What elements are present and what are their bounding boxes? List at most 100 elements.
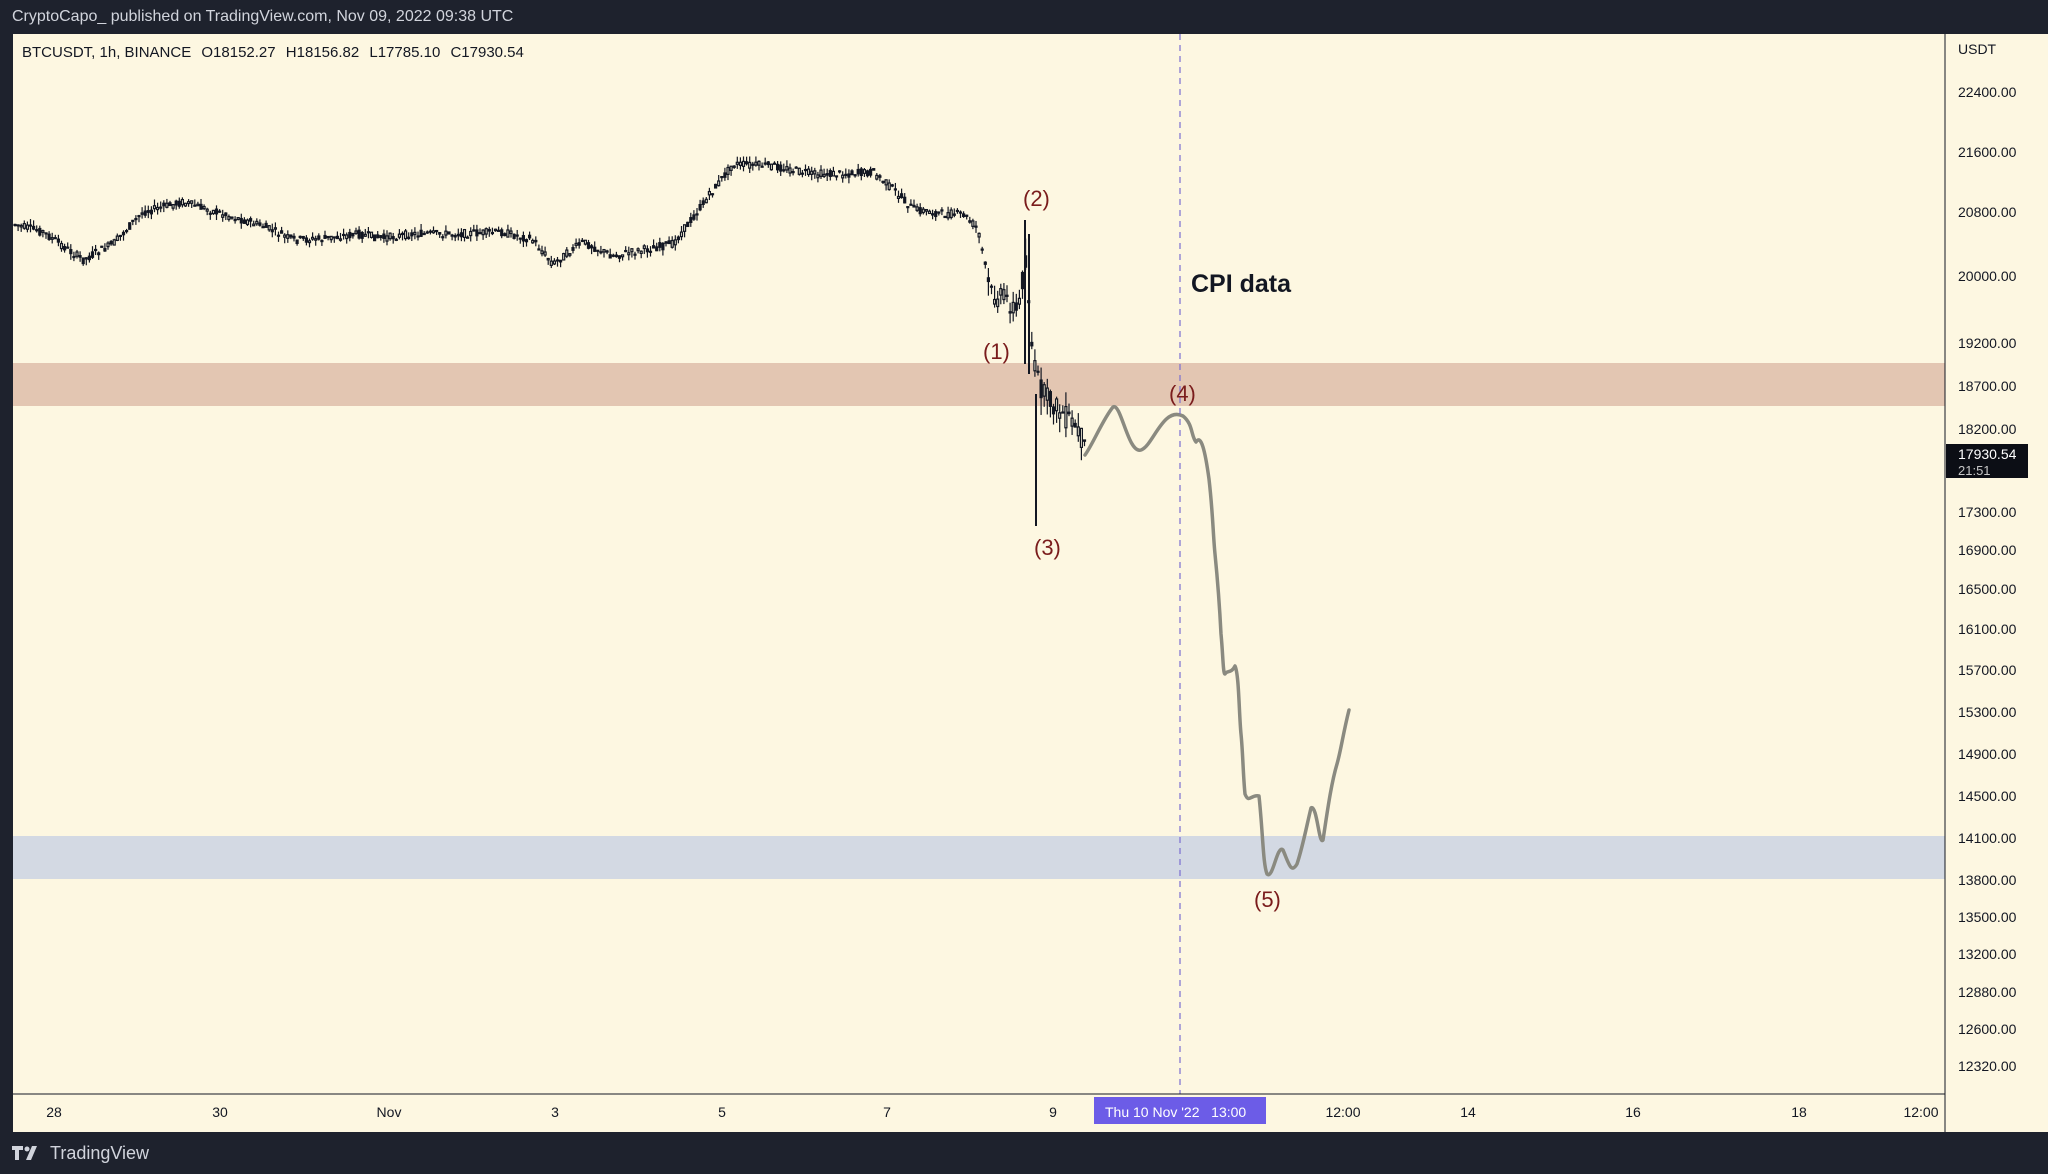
candle-body [180,198,184,206]
candle-body [255,220,259,225]
candle-body [199,203,203,210]
candle-body [577,242,581,246]
candlestick-series [13,156,1087,526]
candle-body [937,211,941,214]
candle-body [112,239,116,246]
candle-body [121,231,126,236]
candle-body [205,208,209,212]
price-chart[interactable]: (1) (2) (3) (4) (5) CPI data 22400.00 216… [13,34,2048,1132]
candle-body [304,237,308,243]
candle-body [617,255,622,259]
candle-body [493,228,498,232]
candle-body [571,247,575,251]
candle-body [506,229,510,238]
candle-body [53,237,57,240]
candle-body [329,235,333,241]
candle-body [311,236,315,240]
current-price-badge [1946,444,2028,478]
candle-body [168,202,172,207]
candle-body [373,234,377,242]
candle-body [589,245,594,249]
chart-area[interactable]: (1) (2) (3) (4) (5) CPI data 22400.00 216… [13,34,2048,1132]
candle-body [400,232,405,236]
candle-body [252,223,256,227]
candle-body [32,225,36,230]
candle-body [670,239,674,248]
symbol-legend[interactable]: BTCUSDT, 1h, BINANCE O18152.27 H18156.82… [22,44,530,61]
candle-body [906,206,910,209]
candle-body [369,231,374,238]
price-tick-label: 16500.00 [1958,581,2017,597]
candle-body [549,260,553,266]
candle-body [946,212,950,219]
candle-body [131,219,135,222]
candle-body [580,239,584,242]
candle-body [13,223,17,227]
price-tick-label: 18200.00 [1958,421,2017,437]
candle-body [872,168,876,171]
candle-body [118,234,123,238]
candle-body [233,218,237,222]
tradingview-brand[interactable]: TradingView [12,1132,149,1174]
candle-body [810,170,814,175]
candle-body [611,254,615,257]
candle-body [335,235,339,240]
candle-body [627,252,631,256]
price-scale[interactable]: 22400.00 21600.00 20800.00 20000.00 19200.00… [1958,84,2017,1074]
candle-body [614,254,619,258]
candle-body [775,163,780,171]
candle-body [884,179,888,186]
candle-body [472,229,476,232]
candle-body [989,285,994,288]
time-tick-label: 28 [46,1104,62,1120]
time-tick-label: Nov [377,1104,402,1120]
candle-body [899,193,904,199]
candle-body [490,231,494,235]
support-zone [13,836,1945,879]
candle-body [788,167,792,174]
candle-body [171,203,175,209]
price-tick-label: 13800.00 [1958,872,2017,888]
candle-body [710,193,715,196]
candle-body [66,246,70,249]
candle-body [986,277,991,283]
time-scale[interactable]: 28 30 Nov 3 5 7 9 12:00 14 16 18 12:00 [46,1104,1939,1120]
candle-body [794,166,798,169]
price-tick-label: 12600.00 [1958,1021,2017,1037]
candle-body [921,208,925,214]
candle-body [645,248,650,253]
candle-body [692,214,696,220]
candle-body [540,250,544,255]
candle-body [955,209,960,213]
candle-body [75,251,79,257]
candle-body [865,170,870,177]
candle-body [466,236,470,239]
candle-body [394,238,398,241]
candle-body [602,248,606,253]
candle-body [1082,439,1087,442]
candle-body [527,234,532,239]
candle-body [766,161,770,166]
candle-body [593,246,597,252]
candle-body [128,222,132,230]
candle-body [462,228,467,238]
candle-body [214,208,219,215]
candle-body [1008,311,1012,314]
candle-body [729,165,733,171]
candle-body [828,170,832,178]
candle-body [642,245,646,250]
candle-body [704,198,708,204]
time-tick-label: 9 [1049,1104,1057,1120]
candle-body [878,175,882,178]
candle-body [317,235,321,240]
candle-body [218,210,222,213]
candle-body [983,261,987,265]
price-tick-label: 15700.00 [1958,662,2017,678]
candle-body [106,242,110,248]
candle-body [1020,271,1025,290]
candle-body [97,252,101,256]
candle-body [59,242,64,250]
candle-body [686,221,690,228]
candle-body [500,229,504,237]
candle-body [224,212,228,217]
